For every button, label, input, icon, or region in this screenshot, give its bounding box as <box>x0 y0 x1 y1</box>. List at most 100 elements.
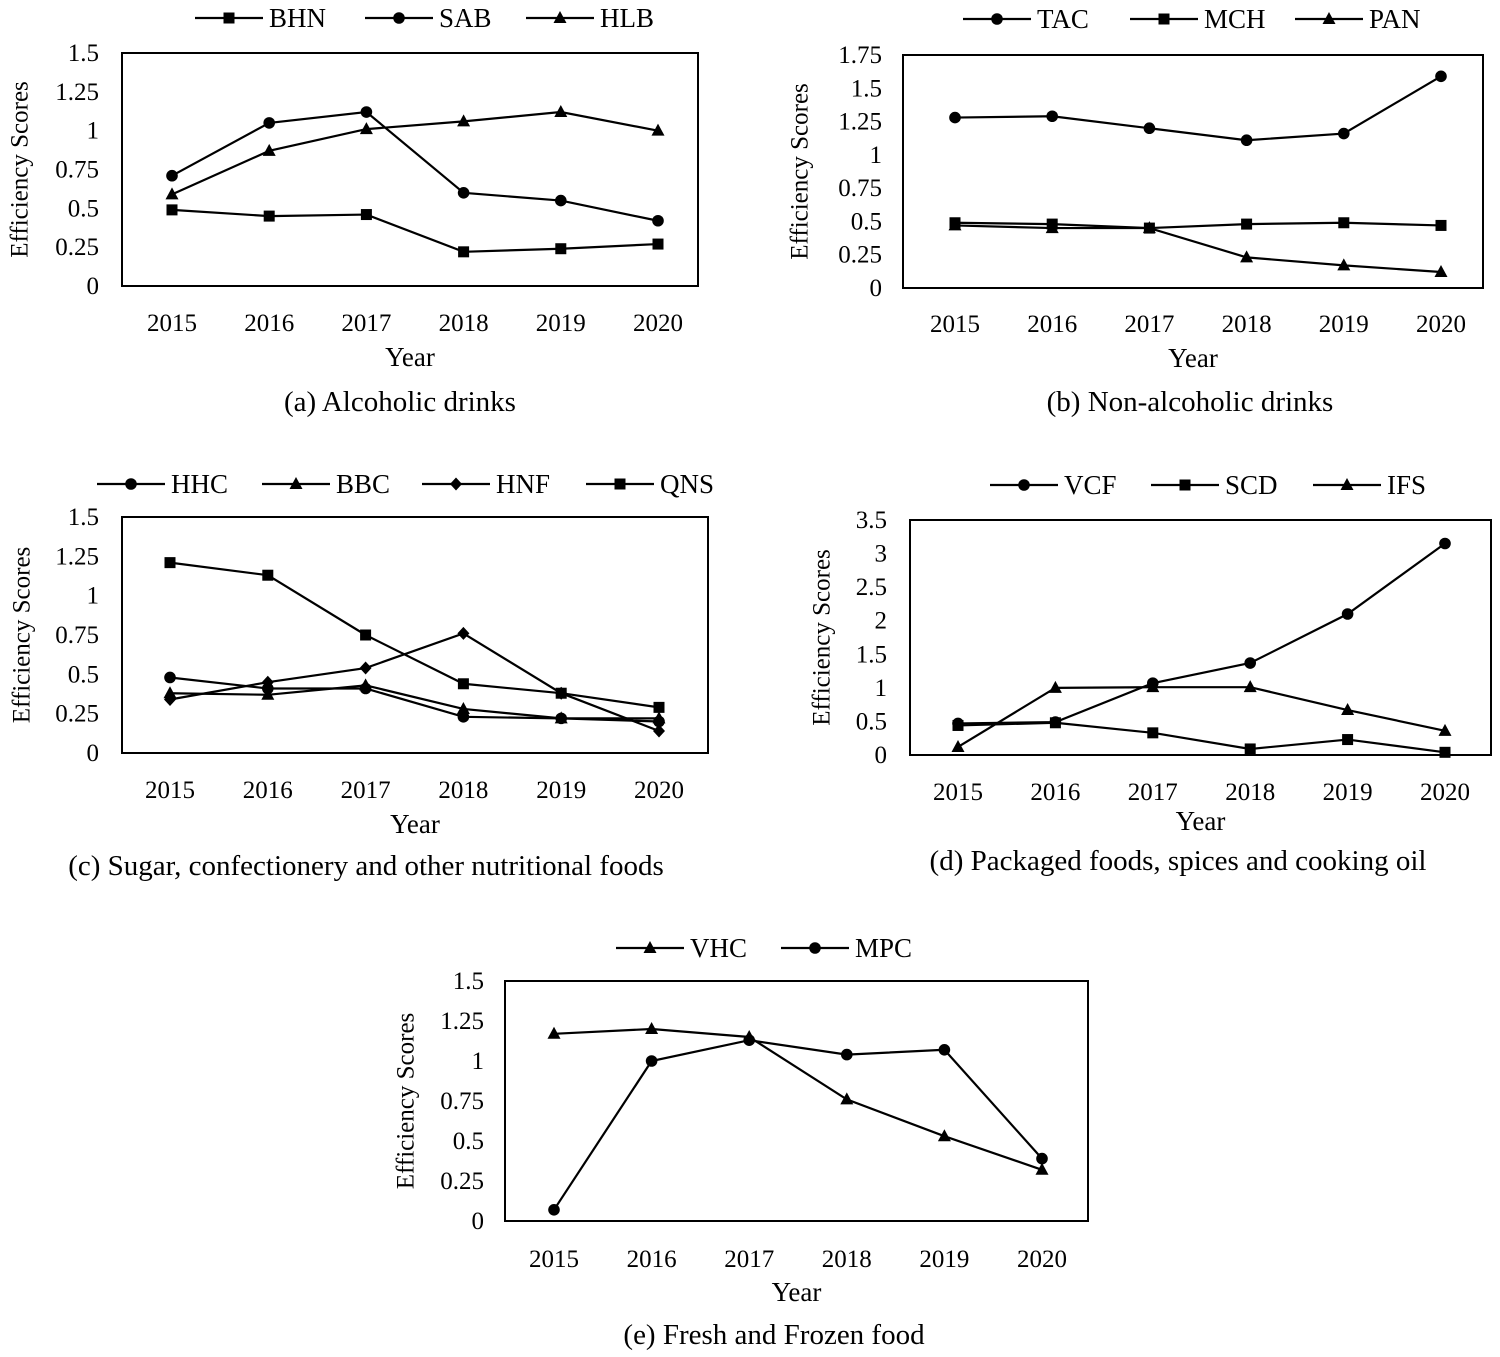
data-point-tac <box>1046 110 1058 123</box>
legend-marker-qns <box>614 478 626 490</box>
y-tick-label: 0.25 <box>55 701 99 728</box>
x-tick-label: 2018 <box>822 1246 872 1273</box>
x-axis-label: Year <box>385 342 435 372</box>
data-point-bbc <box>554 711 568 724</box>
x-tick-label: 2015 <box>145 777 195 804</box>
legend-label-sab: SAB <box>439 3 492 33</box>
y-tick-label: 0.25 <box>55 234 99 261</box>
data-point-mpc <box>938 1044 951 1056</box>
series-line-bhn <box>171 208 659 253</box>
legend-marker-vhc <box>643 941 657 953</box>
x-tick-label: 2016 <box>1030 779 1080 806</box>
x-tick-label: 2015 <box>147 310 197 337</box>
y-tick-label: 1 <box>87 583 100 610</box>
series-line-ifs <box>957 686 1446 748</box>
y-tick-label: 0.25 <box>838 242 882 269</box>
data-point-bhn <box>458 246 470 258</box>
data-point-qns <box>360 629 372 641</box>
series-line-hlb <box>171 110 659 196</box>
data-point-sab <box>360 106 373 118</box>
y-tick-label: 0.5 <box>68 661 99 688</box>
data-point-hlb <box>359 122 373 135</box>
data-point-hnf <box>261 675 274 689</box>
y-tick-label: 0.25 <box>440 1168 484 1195</box>
y-tick-label: 1.5 <box>856 641 887 668</box>
data-point-pan <box>1045 221 1059 234</box>
data-point-vcf <box>1341 608 1354 620</box>
data-point-hlb <box>262 143 276 156</box>
y-axis-label: Efficiency Scores <box>393 1013 420 1190</box>
data-point-hnf <box>164 693 176 707</box>
plot-frame <box>909 519 1492 756</box>
y-tick-label: 0 <box>87 740 100 767</box>
data-point-qns <box>653 701 665 713</box>
y-tick-label: 1.25 <box>55 79 99 106</box>
data-point-mpc <box>743 1034 755 1046</box>
data-point-mch <box>1435 219 1447 231</box>
legend-marker-mpc <box>809 942 821 954</box>
x-tick-label: 2017 <box>1124 311 1174 338</box>
legend-marker-vcf <box>1018 479 1030 491</box>
data-point-pan <box>1240 250 1254 263</box>
x-tick-label: 2016 <box>244 310 294 337</box>
x-tick-label: 2016 <box>1027 311 1077 338</box>
y-tick-label: 1.75 <box>838 42 882 69</box>
legend-marker-hnf <box>450 477 462 491</box>
data-point-hlb <box>651 123 665 136</box>
legend-marker-sab <box>393 12 405 24</box>
data-point-scd <box>1244 743 1256 755</box>
x-tick-label: 2020 <box>1416 311 1466 338</box>
x-tick-label: 2019 <box>919 1246 969 1273</box>
legend-marker-hhc <box>125 478 137 490</box>
series-line-bbc <box>169 684 659 720</box>
data-point-sab <box>263 117 276 129</box>
x-tick-label: 2018 <box>438 777 488 804</box>
data-point-bhn <box>652 238 664 250</box>
data-point-ifs <box>951 739 965 752</box>
data-point-sab <box>555 194 567 207</box>
data-point-bbc <box>163 686 177 699</box>
data-point-scd <box>1439 746 1451 758</box>
x-tick-label: 2016 <box>243 777 293 804</box>
y-tick-label: 1.5 <box>68 40 99 67</box>
data-point-vhc <box>840 1092 854 1105</box>
series-line-hhc <box>169 676 660 723</box>
legend-label-hlb: HLB <box>600 3 654 33</box>
data-point-hnf <box>457 626 470 640</box>
x-tick-label: 2015 <box>930 311 980 338</box>
y-axis-label: Efficiency Scores <box>809 549 836 726</box>
series-line-mpc <box>553 1039 1043 1211</box>
y-tick-label: 1.25 <box>440 1008 484 1035</box>
x-axis-label: Year <box>390 809 440 839</box>
legend-label-bbc: BBC <box>336 469 390 499</box>
series-line-tac <box>954 75 1442 142</box>
data-point-bbc <box>261 687 275 700</box>
x-axis-label: Year <box>1168 343 1218 373</box>
y-axis-label: Efficiency Scores <box>9 547 36 724</box>
y-tick-label: 1 <box>472 1048 485 1075</box>
x-tick-label: 2017 <box>341 310 391 337</box>
x-tick-label: 2019 <box>536 777 586 804</box>
data-point-vhc <box>645 1022 659 1034</box>
series-line-qns <box>169 561 660 709</box>
y-tick-label: 1.5 <box>68 504 99 531</box>
chart-caption: (e) Fresh and Frozen food <box>623 1319 925 1351</box>
y-tick-label: 2 <box>875 608 888 635</box>
y-tick-label: 0 <box>472 1208 485 1235</box>
y-tick-label: 3 <box>875 541 888 568</box>
data-point-bhn <box>166 204 178 216</box>
data-point-hlb <box>554 105 568 118</box>
y-tick-label: 0 <box>875 742 888 769</box>
legend-label-mch: MCH <box>1204 4 1266 34</box>
y-tick-label: 0 <box>87 273 100 300</box>
data-point-mch <box>1338 217 1350 229</box>
x-tick-label: 2020 <box>634 777 684 804</box>
y-tick-label: 0.5 <box>68 195 99 222</box>
data-point-qns <box>262 569 274 581</box>
legend-label-qns: QNS <box>660 469 714 499</box>
series-line-scd <box>957 721 1446 754</box>
data-point-mpc <box>645 1055 658 1067</box>
data-point-bhn <box>360 209 372 221</box>
data-point-pan <box>1142 221 1156 234</box>
legend-marker-ifs <box>1340 478 1354 490</box>
